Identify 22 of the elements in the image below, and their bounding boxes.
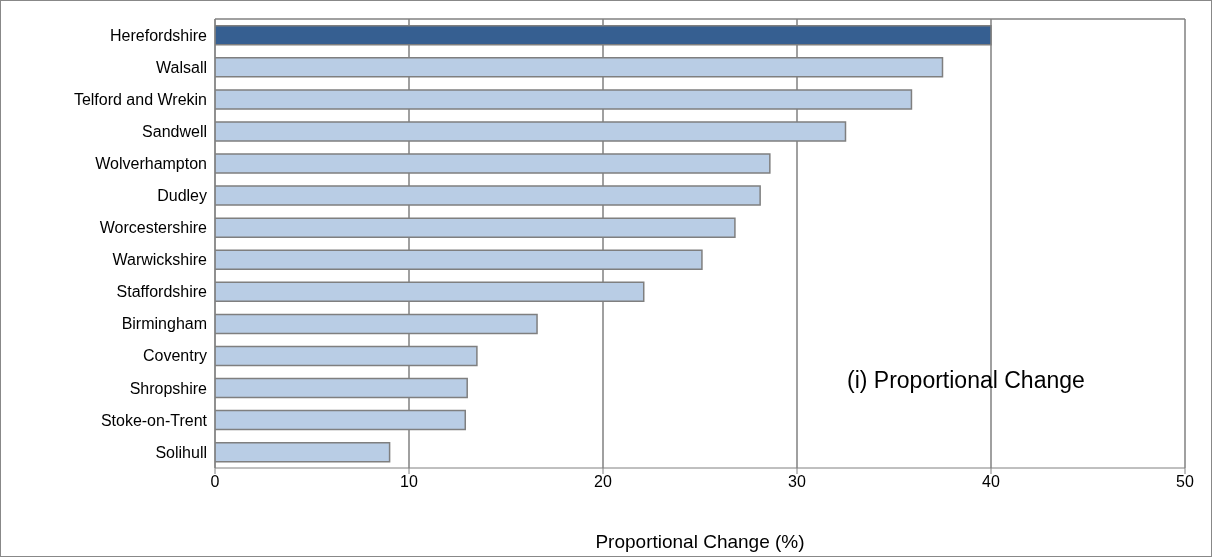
y-tick-label: Telford and Wrekin xyxy=(73,90,207,108)
y-tick-label: Warwickshire xyxy=(112,251,208,269)
x-axis-title: Proportional Change (%) xyxy=(595,531,805,552)
y-tick-label: Shropshire xyxy=(129,379,208,397)
y-tick-label: Worcestershire xyxy=(99,219,208,237)
y-tick-label: Birmingham xyxy=(121,315,207,333)
x-tick-label: 10 xyxy=(400,473,418,491)
y-tick-label: Coventry xyxy=(142,347,207,365)
x-tick-label: 20 xyxy=(594,473,612,491)
x-tick-label: 0 xyxy=(210,473,220,491)
y-tick-label: Sandwell xyxy=(142,122,207,140)
y-tick-label: Walsall xyxy=(156,58,207,76)
x-tick-label: 50 xyxy=(1176,473,1194,491)
y-tick-label: Wolverhampton xyxy=(95,155,207,172)
x-tick-label: 40 xyxy=(982,473,1000,491)
y-tick-label: Herefordshire xyxy=(110,26,208,44)
y-tick-label: Solihull xyxy=(155,443,207,461)
y-tick-label: Stoke-on-Trent xyxy=(100,411,208,429)
x-tick-label: 30 xyxy=(788,473,806,491)
y-tick-label: Staffordshire xyxy=(116,283,208,301)
annotation: (i) Proportional Change xyxy=(847,367,1085,394)
y-tick-label: Dudley xyxy=(157,187,207,205)
